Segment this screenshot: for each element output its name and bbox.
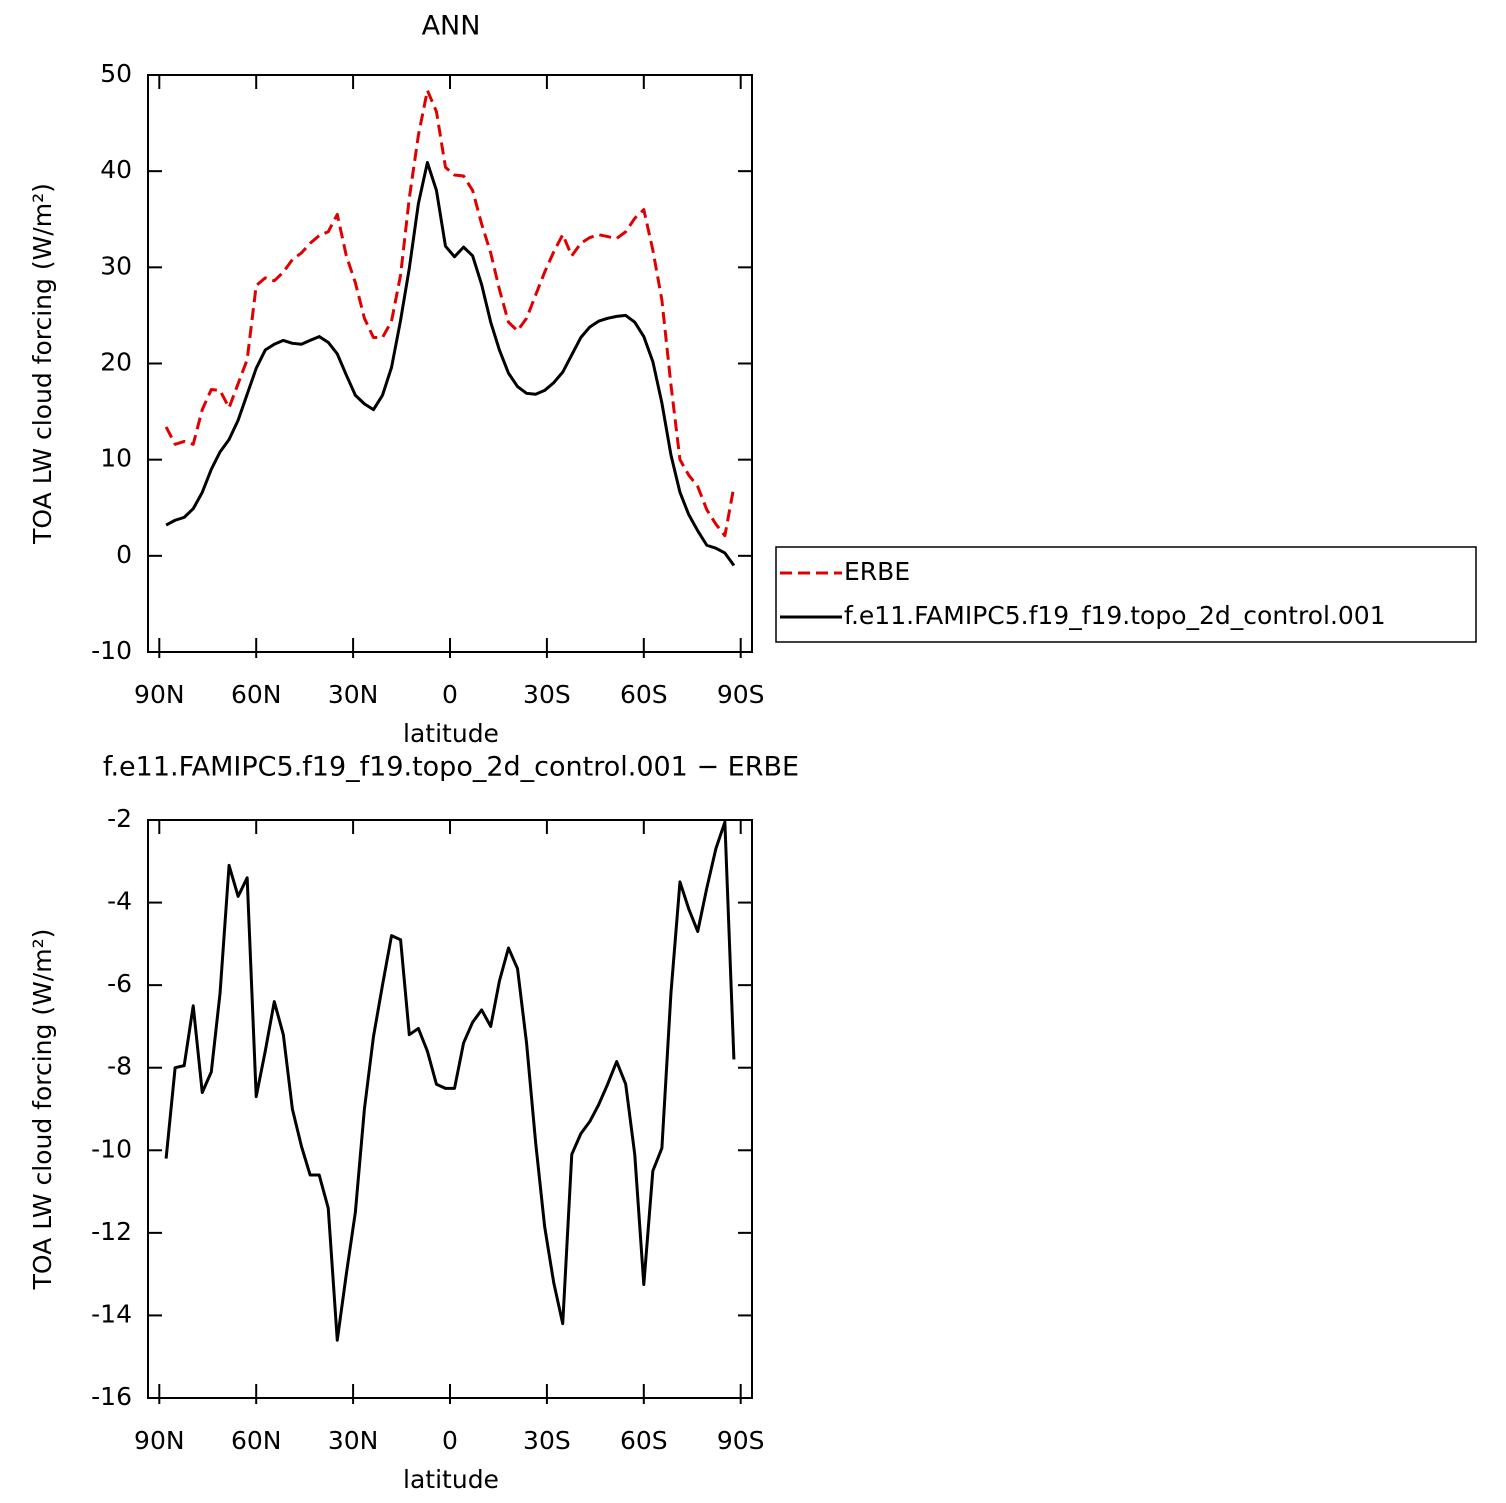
x-tick-label: 60S xyxy=(620,680,668,709)
x-tick-label: 30S xyxy=(523,1426,571,1455)
x-tick-label: 30N xyxy=(328,1426,379,1455)
y-tick-label: 20 xyxy=(100,348,132,377)
y-tick-label: -4 xyxy=(107,887,132,916)
plot-frame xyxy=(147,74,753,653)
legend-label: f.e11.FAMIPC5.f19_f19.topo_2d_control.00… xyxy=(844,601,1386,630)
data-line xyxy=(165,161,736,567)
x-tick-label: 90N xyxy=(134,1426,185,1455)
chart-title: f.e11.FAMIPC5.f19_f19.topo_2d_control.00… xyxy=(103,752,799,783)
y-tick-label: -12 xyxy=(91,1217,132,1246)
plot-frame xyxy=(147,819,753,1399)
x-tick-label: 30N xyxy=(328,680,379,709)
x-tick-label: 30S xyxy=(523,680,571,709)
x-tick-label: 0 xyxy=(442,680,458,709)
data-line xyxy=(164,88,736,538)
y-tick-label: 30 xyxy=(100,251,132,280)
x-tick-label: 90S xyxy=(717,680,765,709)
x-axis-label: latitude xyxy=(403,719,499,748)
y-tick-label: -16 xyxy=(91,1382,132,1411)
x-tick-label: 60S xyxy=(620,1426,668,1455)
x-axis-label: latitude xyxy=(403,1465,499,1494)
x-tick-label: 90N xyxy=(134,680,185,709)
legend-label: ERBE xyxy=(844,557,910,586)
y-axis-label: TOA LW cloud forcing (W/m²) xyxy=(28,929,57,1291)
y-tick-label: -6 xyxy=(107,969,132,998)
y-tick-label: -10 xyxy=(91,636,132,665)
x-tick-label: 60N xyxy=(231,680,282,709)
x-tick-label: 60N xyxy=(231,1426,282,1455)
chart-title: ANN xyxy=(422,11,481,42)
x-tick-label: 90S xyxy=(717,1426,765,1455)
y-tick-label: 10 xyxy=(100,444,132,473)
x-tick-label: 0 xyxy=(442,1426,458,1455)
data-line xyxy=(164,820,736,1342)
y-tick-label: -2 xyxy=(107,804,132,833)
legend-box xyxy=(775,546,1477,643)
y-tick-label: -14 xyxy=(91,1299,132,1328)
y-tick-label: 50 xyxy=(100,59,132,88)
y-tick-label: -8 xyxy=(107,1052,132,1081)
y-tick-label: 40 xyxy=(100,155,132,184)
y-axis-label: TOA LW cloud forcing (W/m²) xyxy=(28,183,57,545)
y-tick-label: -10 xyxy=(91,1134,132,1163)
y-tick-label: 0 xyxy=(116,540,132,569)
